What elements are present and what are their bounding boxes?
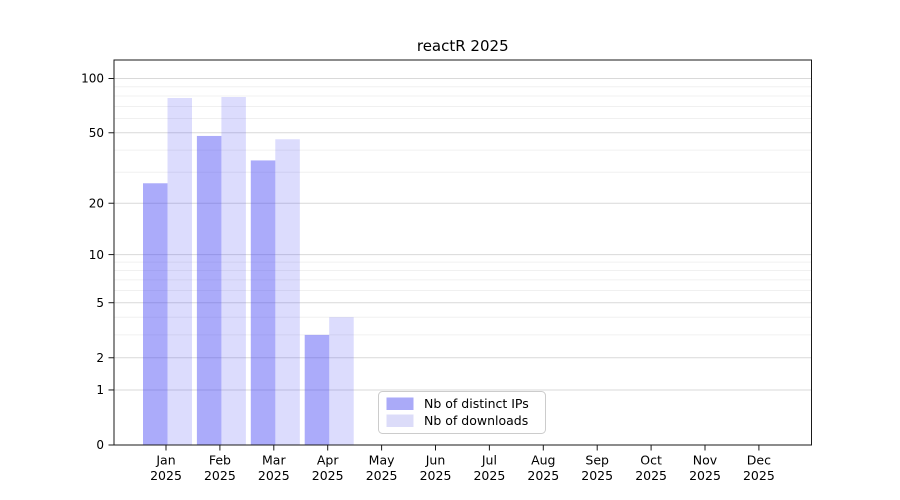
legend: Nb of distinct IPs Nb of downloads xyxy=(378,391,546,434)
x-tick-label-aug: Aug 2025 xyxy=(527,453,559,484)
x-tick-label-dec: Dec 2025 xyxy=(743,453,775,484)
x-tick-label-mar: Mar 2025 xyxy=(258,453,290,484)
legend-swatch-distinct-ips xyxy=(386,397,414,410)
y-tick-label: 50 xyxy=(89,126,104,140)
x-tick-label-sep: Sep 2025 xyxy=(581,453,613,484)
x-tick-label-jan: Jan 2025 xyxy=(150,453,182,484)
bar-distinct-ips-mar xyxy=(250,160,276,445)
bar-downloads-feb xyxy=(221,97,246,446)
y-tick-label: 100 xyxy=(81,72,104,86)
legend-swatch-downloads xyxy=(386,414,414,427)
bar-distinct-ips-jan xyxy=(143,183,168,445)
bar-distinct-ips-feb xyxy=(196,135,222,446)
bar-downloads-mar xyxy=(275,139,300,446)
x-tick-label-feb: Feb 2025 xyxy=(204,453,236,484)
x-tick-label-may: May 2025 xyxy=(366,453,398,484)
y-tick-label: 5 xyxy=(96,296,104,310)
major-gridlines xyxy=(114,78,812,391)
chart-title: reactR 2025 xyxy=(417,37,509,55)
bar-downloads-apr xyxy=(329,317,354,445)
legend-label-distinct-ips: Nb of distinct IPs xyxy=(424,396,529,411)
x-tick-label-jul: Jul 2025 xyxy=(473,453,505,484)
y-tick-label: 20 xyxy=(89,196,104,210)
bars-layer xyxy=(143,97,354,446)
y-tick-label: 0 xyxy=(96,438,104,452)
y-tick-label: 1 xyxy=(96,383,104,397)
minor-gridlines xyxy=(114,86,812,336)
legend-box xyxy=(378,391,546,434)
y-axis-ticks: 0 1 2 5 10 20 50 100 xyxy=(81,72,114,452)
plot-border xyxy=(113,59,812,446)
x-tick-label-apr: Apr 2025 xyxy=(312,453,344,484)
y-tick-label: 2 xyxy=(96,351,104,365)
x-axis-ticks: Jan 2025 Feb 2025 Mar 2025 Apr 2025 May 2025 Jun 20… xyxy=(150,445,775,483)
x-tick-label-nov: Nov 2025 xyxy=(689,453,721,484)
y-tick-label: 10 xyxy=(89,248,104,262)
legend-label-downloads: Nb of downloads xyxy=(424,413,528,428)
bar-distinct-ips-apr xyxy=(304,334,330,445)
bar-downloads-jan xyxy=(167,98,192,445)
x-tick-label-jun: Jun 2025 xyxy=(420,453,452,484)
x-tick-label-oct: Oct 2025 xyxy=(635,453,667,484)
